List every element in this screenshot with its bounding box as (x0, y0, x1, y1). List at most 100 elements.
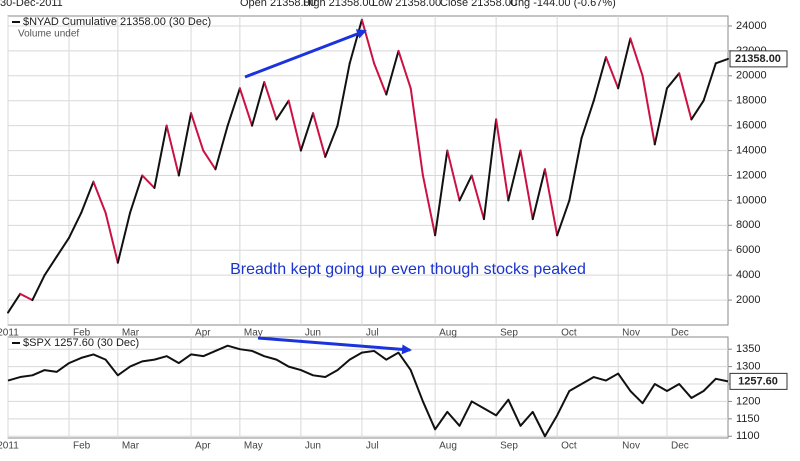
x-tick-label: Sep (500, 441, 518, 452)
line-segment (141, 174, 156, 189)
line-segment (665, 72, 681, 90)
x-tick-label: Mar (122, 328, 140, 339)
y-tick-label: 1100 (736, 430, 760, 442)
line-segment (592, 56, 607, 102)
line-segment (604, 56, 620, 90)
line-segment (629, 37, 644, 77)
line-segment (495, 118, 510, 202)
x-tick-label: Aug (439, 328, 457, 339)
x-tick-label: May (244, 328, 263, 339)
line-segment (251, 81, 266, 127)
line-segment (68, 211, 83, 239)
y-tick-label: 20000 (736, 70, 767, 82)
line-segment (263, 81, 278, 121)
x-tick-label: Jun (305, 328, 321, 339)
x-tick-label: Apr (195, 441, 211, 452)
line-segment (714, 57, 729, 65)
y-tick-label: 10000 (736, 194, 767, 206)
line (7, 344, 729, 438)
header-item: 30-Dec-2011 (0, 0, 63, 9)
line-segment (190, 112, 205, 152)
line-segment (373, 62, 388, 96)
last-value-box (729, 50, 788, 68)
y-tick-label: 2000 (736, 294, 760, 306)
line-segment (360, 18, 376, 65)
legend-title: $NYAD Cumulative 21358.00 (30 Dec) (23, 16, 211, 28)
x-tick-label: Dec (671, 328, 689, 339)
x-tick-label: Nov (622, 441, 640, 452)
line-segment (129, 174, 144, 214)
line-segment (653, 87, 668, 146)
line-segment (177, 112, 193, 177)
line-segment (7, 292, 22, 314)
header-item: Open 21358.00 (240, 0, 316, 9)
line-segment (43, 255, 58, 277)
x-tick-label: Apr (195, 328, 211, 339)
line-segment (324, 124, 339, 158)
x-tick-label: Mar (122, 441, 140, 452)
header-item: Close 21358.00 (440, 0, 517, 9)
annotation: Breadth kept going up even though stocks… (230, 261, 586, 278)
line-segment (470, 174, 485, 221)
line-segment (299, 112, 315, 152)
x-tick-label: Jun (305, 441, 321, 452)
line-segment (275, 99, 290, 121)
bottom-panel: 2011 Feb Mar Apr May Jun Jul Aug Sep Oct Nov Dec 110… (0, 337, 788, 452)
line-segment (397, 49, 412, 90)
line-segment (287, 99, 302, 152)
x-tick-label: Oct (561, 328, 577, 339)
y-tick-label: 1200 (736, 395, 760, 407)
line-segment (19, 292, 34, 302)
y-tick-label: 12000 (736, 169, 767, 181)
line-segment (507, 149, 522, 202)
x-tick-label: 2011 (0, 441, 19, 452)
line-segment (409, 87, 424, 177)
line-segment (336, 62, 351, 127)
line-segment (617, 37, 632, 90)
line-segment (434, 149, 449, 237)
top-panel-frame (7, 15, 729, 326)
y-tick-label: 4000 (736, 269, 760, 281)
x-tick-label: 2011 (0, 328, 19, 339)
y-tick-label: 1150 (736, 413, 760, 425)
line-segment (531, 168, 546, 221)
x-tick-label: Dec (671, 441, 689, 452)
x-tick-label: Feb (73, 441, 91, 452)
line-segment (153, 124, 168, 189)
line-segment (202, 149, 217, 171)
line-segment (214, 124, 229, 171)
arrow (244, 29, 367, 79)
line-segment (116, 211, 132, 264)
last-value-label: 21358.00 (735, 53, 781, 65)
line-segment (165, 124, 180, 177)
y-tick-label: 14000 (736, 144, 767, 156)
last-value-label: 1257.60 (738, 375, 778, 387)
x-tick-label: Jul (366, 441, 379, 452)
line-segment (678, 72, 693, 121)
line-segment (580, 99, 595, 140)
x-tick-label: May (244, 441, 263, 452)
line-segment (31, 274, 46, 302)
line-segment (421, 174, 437, 237)
line-segment (690, 99, 705, 121)
header-item: Chg -144.00 (-0.67%) (510, 0, 616, 9)
line-segment (556, 199, 571, 237)
y-tick-label: 24000 (736, 20, 767, 32)
arrow (257, 336, 412, 355)
y-tick-label: 8000 (736, 219, 760, 231)
line-segment (446, 149, 461, 202)
y-tick-label: 16000 (736, 120, 767, 132)
y-tick-label: 1300 (736, 361, 760, 373)
line-segment (519, 149, 534, 221)
x-tick-label: Aug (439, 441, 457, 452)
x-tick-label: Sep (500, 328, 518, 339)
line-segment (312, 112, 327, 158)
y-tick-label: 6000 (736, 244, 760, 256)
header-item: High 21358.00 (303, 0, 375, 9)
last-value-box (729, 372, 788, 390)
line-segment (348, 18, 363, 65)
line-segment (385, 49, 400, 96)
x-tick-label: Feb (73, 328, 91, 339)
